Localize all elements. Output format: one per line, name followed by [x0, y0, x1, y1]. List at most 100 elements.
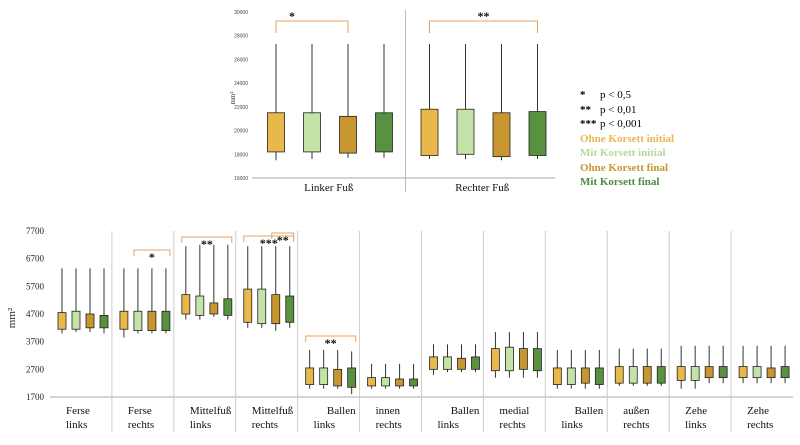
- bottom-box-6-1: [443, 356, 452, 370]
- bottom-box-2-1: [195, 295, 205, 316]
- bottom-y-tick-label: 3700: [26, 337, 45, 347]
- bottom-box-6-0: [429, 356, 438, 370]
- legend-sig-text: p < 0,01: [600, 103, 637, 116]
- bottom-category-label-line1: Mittelfuß: [190, 405, 232, 417]
- top-y-tick-label: 30000: [234, 10, 248, 16]
- top-box-4: [420, 108, 439, 156]
- top-box-1: [303, 112, 321, 153]
- bottom-y-tick-label: 1700: [26, 392, 45, 402]
- bottom-box-6-2: [457, 357, 466, 370]
- bottom-y-tick-label: 2700: [26, 364, 45, 374]
- bottom-y-tick-label: 7700: [26, 226, 45, 236]
- bottom-sig-bracket: [133, 249, 171, 256]
- legend-sig-text: p < 0,5: [600, 89, 631, 101]
- top-y-tick-label: 28000: [234, 34, 248, 40]
- bottom-category-label-line1: Zehe: [685, 405, 707, 417]
- legend-sig-mark: **: [580, 103, 591, 116]
- bottom-box-11-1: [752, 366, 762, 379]
- bottom-box-8-1: [566, 367, 576, 385]
- bottom-box-1-0: [119, 310, 129, 330]
- bottom-category-label-line2: rechts: [252, 419, 278, 431]
- bottom-category-label-line2: rechts: [499, 419, 525, 431]
- bottom-box-4-3: [347, 367, 357, 388]
- top-group-label: Linker Fuß: [304, 182, 354, 194]
- top-box-3: [375, 112, 393, 153]
- bottom-sig-label: *: [149, 250, 155, 264]
- bottom-box-4-1: [319, 367, 329, 385]
- bottom-box-1-2: [147, 310, 157, 332]
- bottom-box-10-2: [704, 366, 714, 379]
- bottom-box-1-3: [161, 310, 171, 332]
- bottom-category-label-line1: Ferse: [66, 405, 90, 417]
- bottom-sig-label: **: [201, 237, 213, 251]
- bottom-box-8-0: [552, 367, 562, 385]
- bottom-box-7-3: [533, 348, 542, 372]
- bottom-box-2-0: [181, 294, 191, 315]
- bottom-box-10-1: [690, 366, 700, 381]
- bottom-y-tick-label: 4700: [26, 309, 45, 319]
- legend-sig-2: ** p < 0,01: [580, 103, 674, 118]
- top-sig-label: *: [289, 9, 295, 23]
- bottom-y-axis-label: mm²: [6, 307, 18, 328]
- bottom-category-label-line2: rechts: [376, 419, 402, 431]
- bottom-box-7-2: [519, 348, 528, 370]
- bottom-box-10-3: [718, 366, 728, 379]
- top-box-6: [492, 112, 511, 158]
- bottom-box-9-3: [656, 366, 666, 384]
- top-box-7: [528, 111, 547, 156]
- bottom-box-0-1: [71, 310, 81, 330]
- bottom-box-10-0: [676, 366, 686, 381]
- legend-sig-1: * p < 0,5: [580, 88, 674, 103]
- bottom-box-11-0: [738, 366, 748, 379]
- bottom-box-5-1: [381, 377, 390, 387]
- legend: * p < 0,5 ** p < 0,01 *** p < 0,001 Ohne Ko…: [580, 88, 674, 190]
- bottom-category-label-line2: links: [314, 419, 335, 431]
- bottom-category-label-line1: außen: [623, 405, 650, 417]
- top-box-0: [267, 112, 285, 153]
- bottom-box-2-3: [223, 298, 233, 316]
- top-group-label: Rechter Fuß: [455, 182, 510, 194]
- bottom-box-9-1: [628, 366, 638, 384]
- bottom-box-8-3: [594, 367, 604, 385]
- legend-entry-mit-final: Mit Korsett final: [580, 176, 660, 188]
- bottom-box-3-2: [271, 294, 281, 325]
- legend-sig-text: p < 0,001: [600, 118, 642, 130]
- bottom-category-label-line1: Ferse: [128, 405, 152, 417]
- bottom-box-7-1: [505, 346, 514, 372]
- bottom-sig-label: **: [325, 336, 337, 350]
- bottom-box-6-3: [471, 356, 480, 370]
- bottom-category-label-line1: medial: [499, 405, 529, 417]
- bottom-category-label-line2: links: [685, 419, 706, 431]
- bottom-y-tick-label: 5700: [26, 281, 45, 291]
- bottom-category-label-line1: Mittelfuß: [252, 405, 294, 417]
- bottom-box-3-0: [243, 288, 253, 323]
- bottom-box-8-2: [580, 367, 590, 384]
- bottom-category-label-line2: links: [66, 419, 87, 431]
- top-y-tick-label: 20000: [234, 129, 248, 135]
- top-y-axis-label: mm²: [229, 92, 237, 105]
- bottom-category-label-line1: innen: [376, 405, 401, 417]
- bottom-box-0-2: [85, 313, 95, 329]
- bottom-sig-bracket: [181, 236, 233, 243]
- bottom-sig-label: ***: [260, 236, 278, 250]
- bottom-category-label-line2: links: [190, 419, 211, 431]
- bottom-box-5-0: [367, 377, 376, 387]
- legend-entry-ohne-initial: Ohne Korsett initial: [580, 132, 675, 145]
- bottom-box-4-0: [305, 367, 315, 385]
- top-y-tick-label: 16000: [234, 176, 248, 182]
- top-y-tick-label: 18000: [234, 152, 248, 158]
- bottom-category-label-line1: Ballen: [327, 405, 356, 417]
- bottom-box-4-2: [333, 368, 343, 387]
- bottom-sig-bracket: [271, 232, 295, 239]
- bottom-box-5-3: [409, 378, 418, 387]
- top-box-5: [456, 108, 475, 155]
- bottom-box-0-0: [57, 312, 67, 330]
- bottom-sig-bracket: [305, 335, 357, 342]
- legend-entry-mit-initial: Mit Korsett initial: [580, 147, 666, 159]
- bottom-category-label-line2: links: [438, 419, 459, 431]
- bottom-y-tick-label: 6700: [26, 254, 45, 264]
- legend-sig-3: *** p < 0,001: [580, 117, 674, 132]
- bottom-box-3-3: [285, 295, 295, 323]
- top-y-tick-label: 24000: [234, 81, 248, 87]
